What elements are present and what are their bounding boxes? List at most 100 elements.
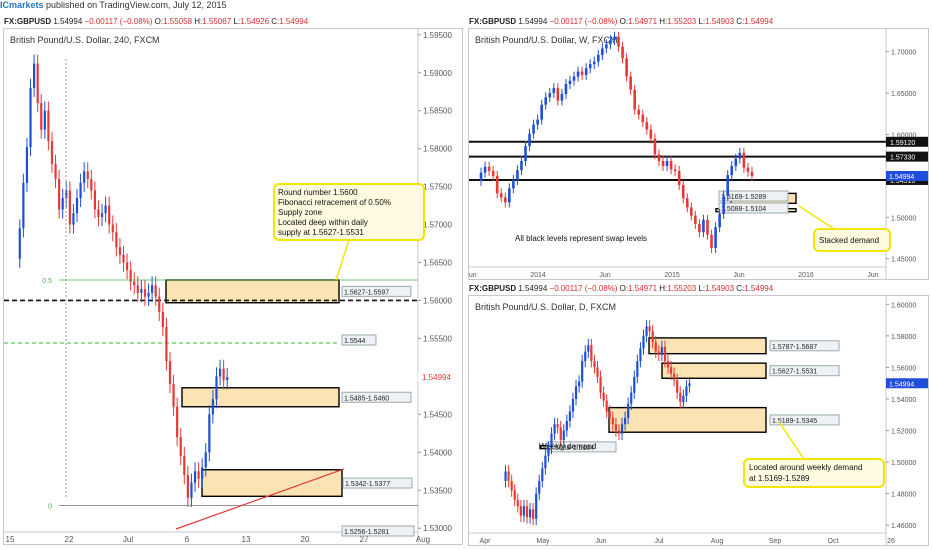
candle-body — [544, 97, 548, 105]
x-tick-label: 2015 — [664, 272, 680, 279]
candle-body — [479, 172, 483, 181]
zone-label-box — [769, 365, 840, 377]
candle-body — [584, 68, 588, 75]
supply-demand-zone — [608, 406, 767, 433]
chart-panel-daily[interactable]: FX:GBPUSD 1.54994 −0.00117 (−0.08%) O:1.… — [468, 284, 929, 546]
candle-body — [68, 190, 71, 225]
x-tick-label: 13 — [242, 535, 251, 544]
candle-body — [40, 103, 43, 130]
candle-body — [522, 506, 526, 516]
zone-label: 1.5627-1.5531 — [772, 369, 817, 376]
x-tick-label: 2016 — [798, 272, 814, 279]
open-value: 1.54971 — [628, 284, 658, 293]
candle-body — [528, 509, 532, 518]
candle-body — [669, 161, 673, 170]
candle-body — [147, 292, 150, 297]
candle-body — [679, 392, 682, 403]
chart-daily[interactable]: 1.60000 1.58000 1.56000 1.54000 1.52000 1.500… — [469, 296, 928, 545]
candle-body — [568, 411, 572, 422]
supply-demand-zone — [661, 362, 767, 379]
zone-label-box — [546, 441, 617, 453]
candle-body — [593, 361, 596, 368]
x-tick-label: Oct — [828, 538, 839, 545]
x-tick-label: Jun — [469, 272, 477, 279]
current-price-tag — [886, 378, 928, 389]
level-price-label: 1.54510 — [890, 178, 915, 185]
level-label: 1.5544 — [344, 338, 366, 345]
y-tick-label: 1.58000 — [423, 145, 452, 154]
callout-text: at 1.5169-1.5289 — [749, 474, 810, 483]
candle-body — [681, 185, 685, 199]
candle-body — [702, 219, 705, 233]
candle-body — [208, 414, 211, 453]
candle-body — [608, 411, 611, 418]
y-tick-label: 1.52000 — [891, 428, 916, 435]
candle-body — [576, 71, 580, 77]
y-tick-label: 1.50000 — [891, 460, 916, 467]
candle-body — [61, 198, 64, 210]
candle-body — [648, 326, 651, 332]
candle-body — [614, 424, 617, 431]
candle-body — [750, 171, 754, 176]
candle-body — [528, 133, 531, 147]
candle-body — [698, 223, 701, 233]
y-tick-label: 1.58500 — [423, 107, 452, 116]
y-tick-label: 1.57500 — [423, 183, 452, 192]
chart-panel-weekly[interactable]: FX:GBPUSD 1.54994 −0.00117 (−0.08%) O:1.… — [465, 17, 929, 280]
annotation-text: Round number 1.5600 — [278, 188, 358, 197]
change-label: −0.00117 (−0.08%) — [84, 17, 153, 26]
supply-demand-zone — [201, 469, 343, 498]
candle-body — [83, 171, 86, 183]
publisher-link[interactable]: ICmarkets — [0, 0, 44, 10]
candle-body — [512, 180, 515, 189]
candle-body — [43, 110, 46, 130]
candle-body — [90, 179, 93, 191]
candle-body — [677, 170, 681, 186]
candle-body — [552, 88, 556, 94]
fib-label: 0 — [48, 503, 52, 510]
zone-label-box — [769, 340, 840, 352]
callout-box — [743, 458, 885, 488]
candle-body — [538, 480, 541, 494]
chart-240[interactable]: 1.59500 1.59000 1.58500 1.58000 1.57500 1.570… — [4, 29, 487, 544]
candle-body — [193, 471, 197, 483]
chart-panel-240[interactable]: FX:GBPUSD 1.54994 −0.00117 (−0.08%) O:1.… — [3, 17, 487, 545]
annotation-text: Weekly demand — [539, 442, 596, 451]
candle-body — [609, 40, 612, 45]
annotation-text: Located deep within daily — [278, 218, 368, 227]
candle-body — [226, 377, 229, 381]
annotation-text: Supply zone — [278, 208, 323, 217]
candle-body — [649, 129, 653, 139]
price-label: 1.54994 — [518, 284, 548, 293]
candle-body — [54, 163, 57, 180]
candle-body — [136, 285, 139, 293]
candle-body — [630, 392, 633, 404]
x-tick-label: 15 — [6, 535, 15, 544]
candle-body — [65, 190, 68, 198]
symbol-label[interactable]: FX:GBPUSD — [469, 284, 517, 293]
symbol-label[interactable]: FX:GBPUSD — [4, 17, 52, 26]
candle-body — [621, 46, 624, 59]
chart-weekly[interactable]: 1.700001.650001.600001.550001.500001.450… — [465, 29, 928, 279]
x-tick-label: Jun — [867, 272, 878, 279]
change-label: −0.00117 (−0.08%) — [549, 284, 618, 293]
current-price-label: 1.54994 — [422, 373, 451, 382]
candle-body — [108, 205, 111, 225]
zone-label-box — [769, 414, 840, 426]
candle-body — [503, 197, 507, 203]
zone-label: 1.5169-1.5289 — [721, 194, 766, 201]
symbol-label[interactable]: FX:GBPUSD — [469, 17, 517, 26]
y-tick-label: 1.56000 — [891, 365, 916, 372]
candle-body — [572, 76, 576, 81]
candle-body — [663, 346, 667, 362]
candle-body — [161, 311, 164, 328]
candle-body — [36, 63, 39, 104]
publish-info: published on TradingView.com, July 12, 2… — [43, 0, 227, 10]
candle-body — [559, 427, 562, 440]
x-tick-label: May — [536, 538, 550, 545]
y-tick-label: 1.57000 — [423, 221, 452, 230]
candle-body — [666, 361, 670, 368]
y-tick-label: 1.60000 — [891, 133, 916, 140]
candle-body — [222, 368, 225, 381]
candle-body — [86, 171, 89, 180]
